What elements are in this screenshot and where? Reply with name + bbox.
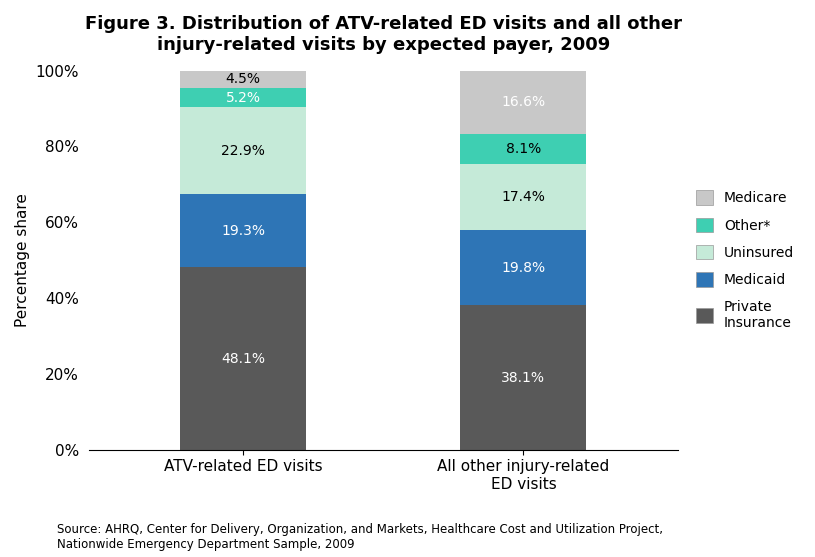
Bar bbox=[180, 71, 306, 87]
Text: 4.5%: 4.5% bbox=[226, 72, 261, 86]
Text: Source: AHRQ, Center for Delivery, Organization, and Markets, Healthcare Cost an: Source: AHRQ, Center for Delivery, Organ… bbox=[57, 524, 663, 551]
Text: 17.4%: 17.4% bbox=[501, 190, 545, 204]
Bar bbox=[460, 230, 587, 305]
Legend: Medicare, Other*, Uninsured, Medicaid, Private
Insurance: Medicare, Other*, Uninsured, Medicaid, P… bbox=[690, 185, 800, 335]
Bar bbox=[180, 267, 306, 449]
Text: 16.6%: 16.6% bbox=[501, 95, 545, 109]
Y-axis label: Percentage share: Percentage share bbox=[15, 193, 30, 327]
Bar bbox=[180, 108, 306, 194]
Bar bbox=[460, 305, 587, 449]
Text: 8.1%: 8.1% bbox=[506, 142, 541, 156]
Bar bbox=[180, 87, 306, 108]
Text: 19.8%: 19.8% bbox=[501, 261, 545, 275]
Bar bbox=[460, 71, 587, 134]
Bar bbox=[180, 194, 306, 267]
Text: 22.9%: 22.9% bbox=[221, 144, 265, 158]
Text: 5.2%: 5.2% bbox=[226, 91, 261, 105]
Bar bbox=[460, 164, 587, 230]
Text: 48.1%: 48.1% bbox=[221, 351, 265, 365]
Bar bbox=[460, 134, 587, 164]
Text: 19.3%: 19.3% bbox=[221, 224, 265, 238]
Text: 38.1%: 38.1% bbox=[501, 370, 545, 384]
Title: Figure 3. Distribution of ATV-related ED visits and all other
injury-related vis: Figure 3. Distribution of ATV-related ED… bbox=[85, 15, 681, 54]
